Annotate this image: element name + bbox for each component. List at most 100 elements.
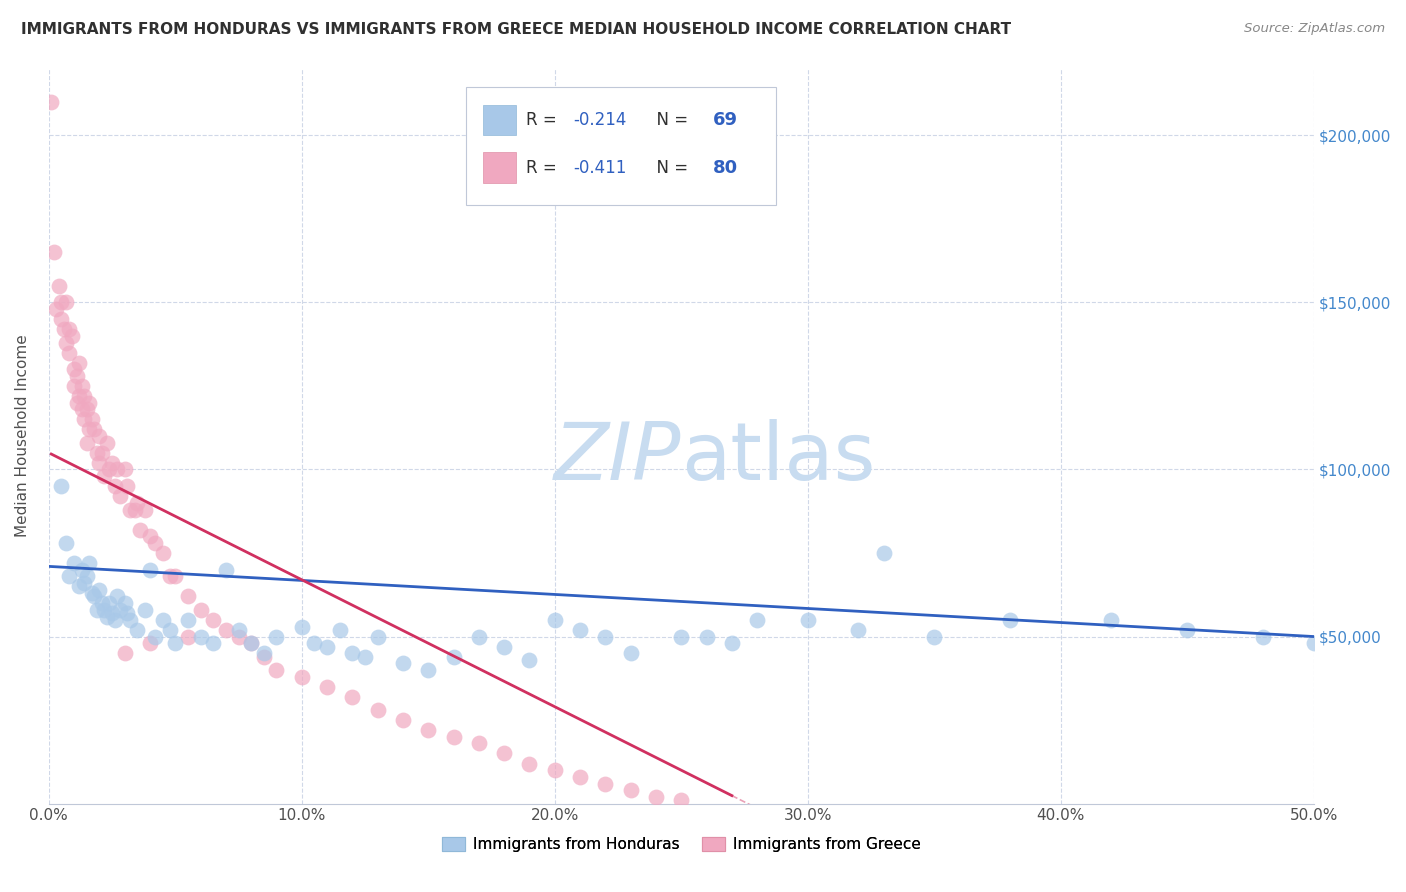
Point: [98, 596, 121, 610]
Point: [240, 636, 263, 650]
Point: [80, 586, 103, 600]
Point: [1251, 630, 1274, 644]
Point: [443, 730, 465, 744]
Point: [202, 613, 225, 627]
Point: [80, 412, 103, 426]
Point: [77, 556, 100, 570]
Point: [291, 619, 314, 633]
Point: [159, 623, 181, 637]
Point: [671, 793, 693, 807]
Point: [58, 345, 80, 359]
Point: [595, 630, 617, 644]
Point: [105, 462, 128, 476]
Point: [93, 603, 115, 617]
Point: [67, 355, 90, 369]
Point: [89, 456, 111, 470]
Point: [291, 670, 314, 684]
Point: [468, 736, 491, 750]
Point: [316, 640, 339, 654]
FancyBboxPatch shape: [482, 153, 516, 183]
Point: [55, 536, 77, 550]
Point: [620, 646, 643, 660]
Point: [108, 489, 131, 503]
Text: Source: ZipAtlas.com: Source: ZipAtlas.com: [1244, 22, 1385, 36]
Point: [128, 523, 150, 537]
Point: [215, 563, 238, 577]
Point: [190, 630, 212, 644]
Point: [671, 630, 693, 644]
Point: [108, 603, 131, 617]
Point: [67, 389, 90, 403]
Point: [124, 502, 146, 516]
Point: [392, 713, 415, 727]
Point: [240, 636, 263, 650]
Point: [114, 646, 136, 660]
Point: [1175, 623, 1198, 637]
Point: [118, 502, 141, 516]
Point: [114, 596, 136, 610]
Point: [93, 469, 115, 483]
Point: [342, 690, 364, 704]
Point: [115, 479, 138, 493]
Point: [253, 649, 276, 664]
Point: [922, 630, 945, 644]
Point: [1302, 636, 1324, 650]
Point: [846, 623, 869, 637]
Point: [139, 636, 162, 650]
Point: [76, 569, 98, 583]
Point: [115, 606, 138, 620]
Point: [152, 613, 174, 627]
Point: [73, 412, 96, 426]
Point: [519, 756, 541, 771]
Point: [872, 546, 894, 560]
Point: [721, 636, 744, 650]
Point: [468, 630, 491, 644]
Point: [139, 563, 162, 577]
Point: [70, 563, 93, 577]
Text: 80: 80: [713, 159, 738, 177]
Point: [316, 680, 339, 694]
Point: [76, 402, 98, 417]
Point: [266, 630, 288, 644]
Point: [98, 462, 121, 476]
Point: [77, 395, 100, 409]
Point: [96, 609, 118, 624]
Point: [105, 590, 128, 604]
Point: [443, 649, 465, 664]
Point: [67, 579, 90, 593]
Point: [202, 636, 225, 650]
Point: [354, 649, 377, 664]
Point: [177, 590, 200, 604]
Point: [73, 576, 96, 591]
Point: [42, 245, 65, 260]
Point: [721, 814, 744, 828]
Point: [1099, 613, 1122, 627]
Text: -0.214: -0.214: [574, 111, 627, 129]
Point: [83, 590, 105, 604]
Point: [620, 783, 643, 797]
Text: R =: R =: [526, 159, 561, 177]
Point: [392, 657, 415, 671]
Text: 69: 69: [713, 111, 738, 129]
Point: [367, 630, 389, 644]
Text: ZIP: ZIP: [554, 419, 682, 497]
Point: [77, 422, 100, 436]
Point: [63, 556, 86, 570]
Point: [569, 770, 592, 784]
Y-axis label: Median Household Income: Median Household Income: [15, 334, 30, 538]
Point: [127, 496, 149, 510]
Point: [45, 302, 67, 317]
Point: [51, 312, 73, 326]
Point: [494, 640, 516, 654]
Point: [58, 322, 80, 336]
Point: [103, 613, 125, 627]
Point: [48, 278, 70, 293]
Point: [177, 613, 200, 627]
Point: [134, 502, 156, 516]
Point: [165, 636, 187, 650]
Point: [190, 603, 212, 617]
Point: [228, 630, 250, 644]
Point: [76, 435, 98, 450]
Point: [118, 613, 141, 627]
Point: [103, 479, 125, 493]
